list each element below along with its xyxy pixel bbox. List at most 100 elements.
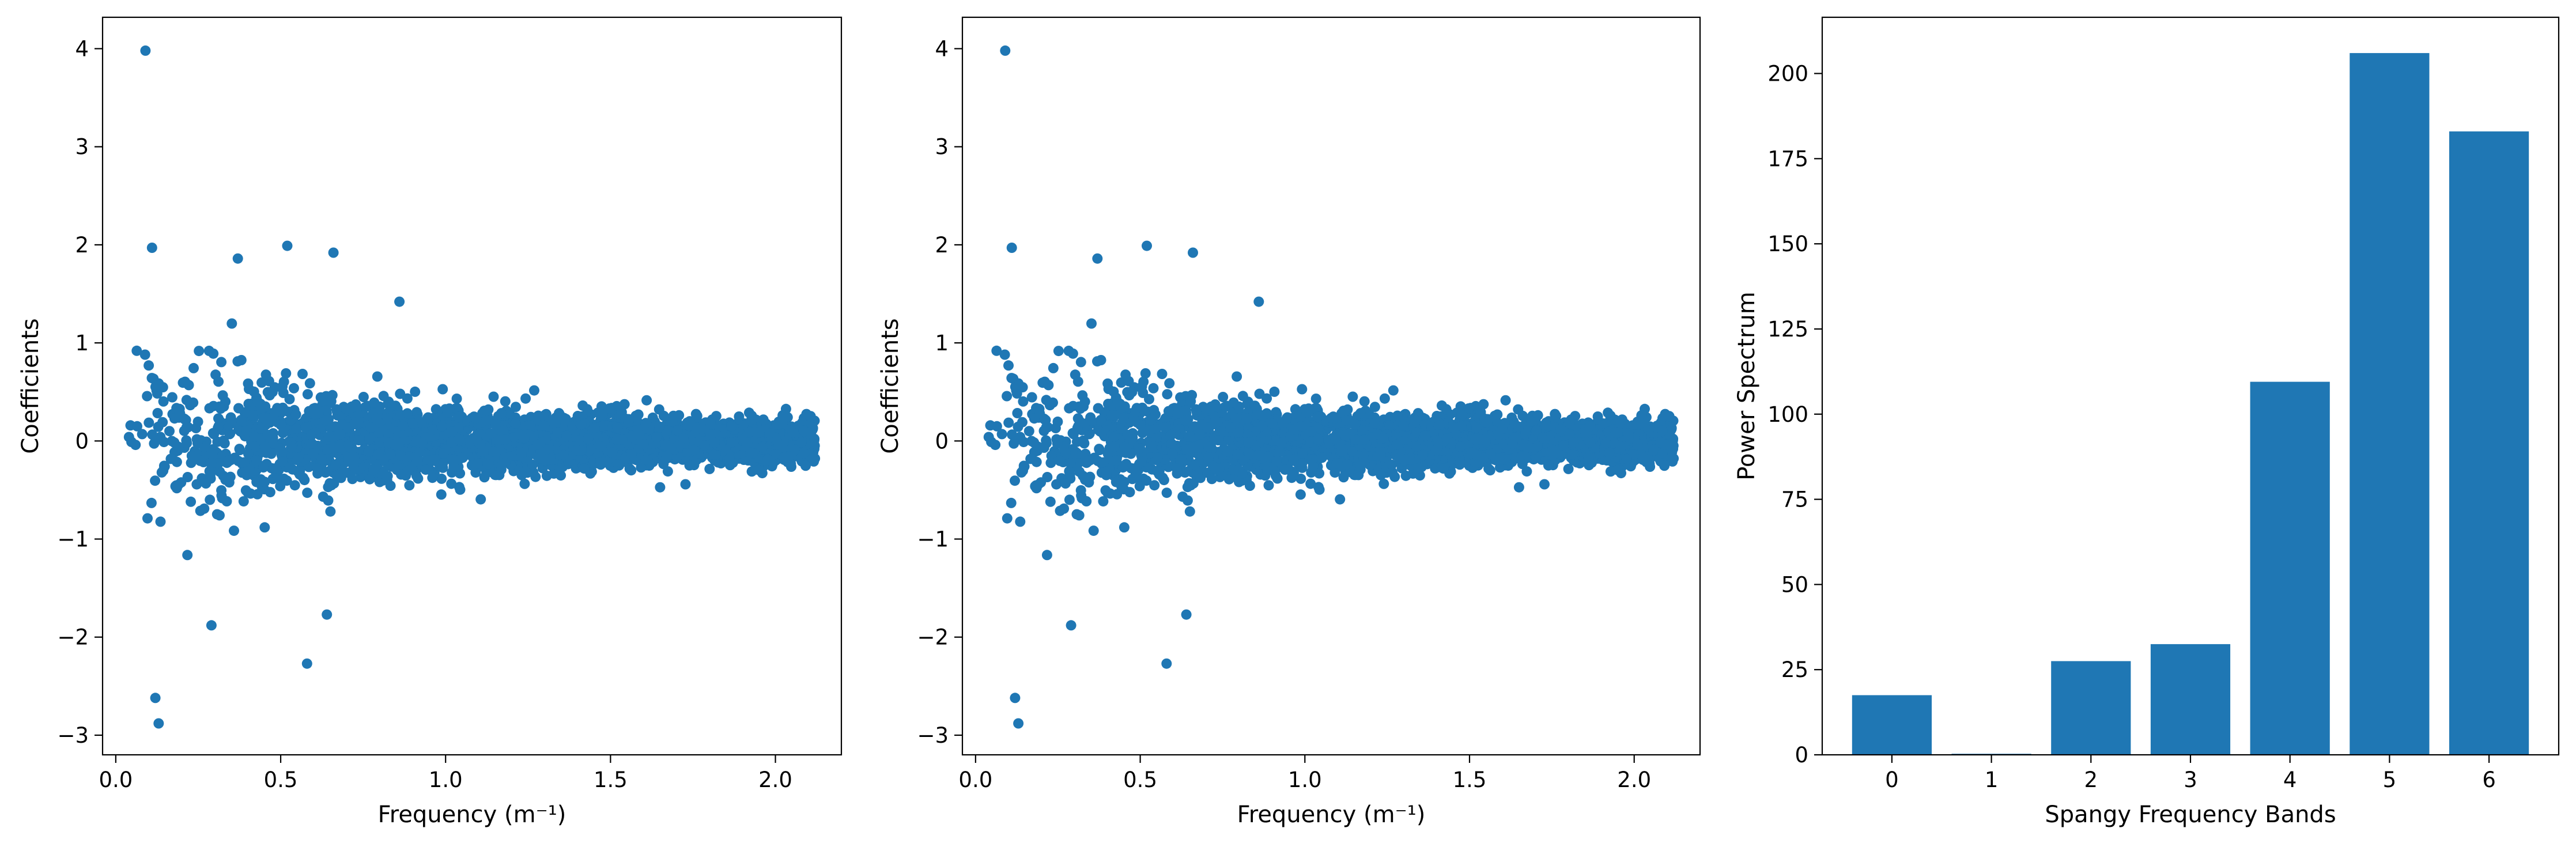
scatter-point [321,405,332,416]
scatter-point [343,452,354,463]
scatter-point [1003,417,1014,428]
scatter-point [558,449,569,460]
scatter-point [550,419,561,429]
scatter-point [623,417,634,428]
y-tick-label: −3 [57,723,89,748]
scatter-point [596,441,607,452]
scatter-point [169,437,180,448]
scatter-point [216,357,227,368]
scatter-point [281,475,292,486]
scatter-point [472,458,483,469]
scatter-point [390,400,401,411]
scatter-point [365,422,376,433]
scatter-point [302,389,313,400]
scatter-point [633,409,644,420]
scatter-point [451,394,462,404]
scatter-point [532,439,543,450]
scatter-point [192,438,203,449]
scatter-point [708,449,719,460]
scatter-point [341,403,352,414]
scatter-point [167,392,177,403]
scatter-point [211,509,222,520]
scatter-point [395,388,406,399]
scatter-point [429,424,440,435]
scatter-point [274,443,285,454]
scatter-point [186,457,197,468]
scatter-point [402,408,413,419]
scatter-point [328,247,339,258]
scatter-point [684,460,695,471]
scatter-point [764,428,775,439]
scatter-point [297,369,308,379]
scatter-point [323,482,334,493]
scatter-point [258,413,269,423]
scatter-point [251,455,262,466]
scatter-point [699,440,710,451]
scatter-point [186,496,197,507]
scatter-point [284,394,295,404]
scatter-point [372,371,383,382]
scatter-point [607,447,618,458]
scatter-point [139,349,150,360]
scatter-point [146,373,157,384]
x-tick-label: 0.5 [264,767,298,792]
scatter-point [282,240,293,251]
scatter-point [1072,376,1083,387]
scatter-point [353,435,364,446]
scatter-point [581,404,592,415]
scatter-point [1513,482,1524,493]
scatter-point [511,402,521,413]
scatter-point [147,429,158,440]
scatter-point [158,396,169,407]
scatter-point [155,516,166,527]
scatter-point [132,421,142,432]
scatter-point [516,470,527,481]
scatter-point [798,425,809,436]
x-tick-label: 0.0 [99,767,133,792]
scatter-point [658,410,669,421]
scatter-point [519,433,530,444]
scatter-point [1002,391,1013,402]
scatter-point [641,395,652,406]
scatter-point [226,318,237,329]
scatter-point [454,434,464,445]
scatter-point [221,496,232,506]
y-tick-label: 3 [75,135,89,160]
scatter-point [312,463,323,474]
scatter-point [436,489,447,500]
scatter-point [377,468,388,479]
scatter-point [1086,318,1097,329]
scatter-point [368,464,379,475]
scatter-point [157,417,168,428]
scatter-point [247,410,258,421]
scatter-point [374,477,385,487]
scatter-point [142,391,153,402]
scatter-point [442,407,453,418]
scatter-point [436,473,447,484]
scatter-point [436,421,447,432]
scatter-point [290,409,301,420]
scatter-point [182,437,192,448]
scatter-point [683,421,694,432]
x-tick-label: 2.0 [758,767,792,792]
scatter-point [250,441,260,452]
scatter-point [301,658,312,669]
scatter-point [291,423,302,434]
x-tick-label: 1.0 [429,767,463,792]
scatter-point [437,448,448,459]
scatter-point [437,384,448,395]
scatter-point [208,400,219,411]
scatter-point [265,487,275,498]
scatter-point [229,525,239,536]
scatter-point [175,408,186,419]
scatter-point [364,474,375,485]
scatter-point [267,387,278,398]
scatter-point [316,453,327,464]
scatter-point [447,426,458,437]
scatter-point [313,408,324,419]
scatter-point [579,463,590,474]
scatter-point [416,417,427,428]
scatter-point [194,346,205,357]
scatter-point [726,437,737,448]
scatter-point [724,453,735,464]
